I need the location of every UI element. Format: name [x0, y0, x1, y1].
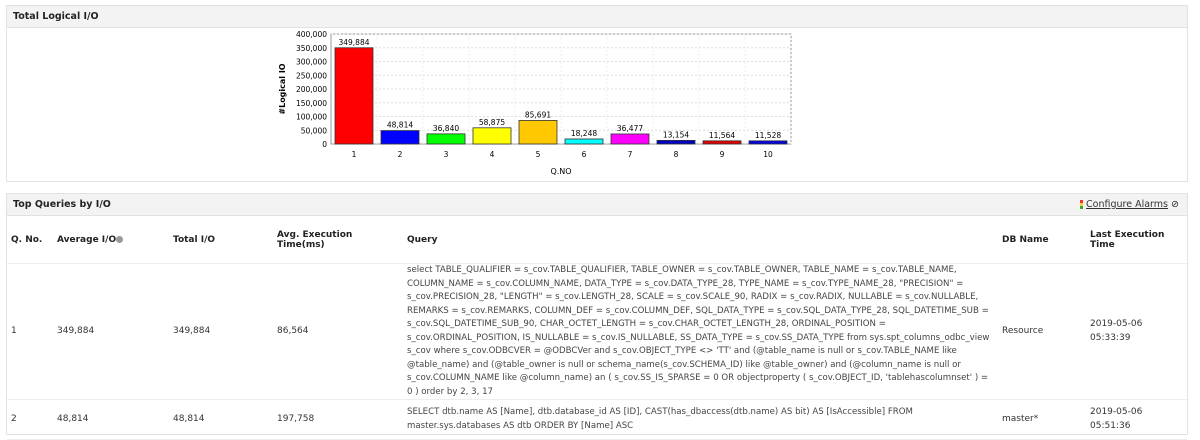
x-tick-label: 8 [674, 150, 679, 159]
panel-title: Top Queries by I/O Configure Alarms ⊘ [7, 194, 1187, 216]
bar [426, 133, 466, 145]
x-axis-label: Q.NO [550, 167, 571, 176]
info-icon[interactable] [116, 235, 124, 243]
table-row[interactable]: 2 48,814 48,814 197,758 SELECT dtb.name AS [… [7, 399, 1187, 440]
bar-chart: 0 50,000 100,000 150,000 200,000 250,000 300,0… [278, 30, 792, 176]
x-tick-label: 10 [763, 150, 773, 159]
col-avg-exec[interactable]: Avg. Execution Time(ms) [273, 216, 403, 264]
x-tick-label: 5 [536, 150, 541, 159]
col-query[interactable]: Query [403, 216, 998, 264]
table-row[interactable]: 1 349,884 349,884 86,564 select TABLE_QUALIF… [7, 263, 1187, 400]
data-label: 11,528 [755, 131, 781, 140]
x-tick-label: 6 [582, 150, 587, 159]
x-tick-label: 4 [490, 150, 495, 159]
traffic-light-icon [1080, 200, 1084, 209]
y-tick-label: 150,000 [296, 99, 327, 108]
col-total-io[interactable]: Total I/O [169, 216, 273, 264]
x-tick-label: 2 [398, 150, 403, 159]
query-cell: select TABLE_QUALIFIER = s_cov.TABLE_QUA… [403, 263, 998, 400]
queries-table: Q. No. Average I/O Total I/O Avg. Execut… [7, 216, 1187, 440]
data-label: 36,477 [617, 124, 643, 133]
data-label: 48,814 [387, 121, 413, 130]
x-tick-label: 1 [352, 150, 357, 159]
bar [472, 127, 512, 145]
y-tick-label: 300,000 [296, 58, 327, 67]
data-label: 18,248 [571, 129, 597, 138]
query-cell: SELECT dtb.name AS [Name], dtb.database_… [403, 399, 998, 440]
avg-exec-cell: 197,758 [273, 399, 403, 440]
avg-io-cell: 48,814 [53, 399, 169, 440]
y-tick-label: 350,000 [296, 44, 327, 53]
y-tick-label: 50,000 [301, 126, 327, 135]
panel-title-text: Top Queries by I/O [13, 199, 111, 210]
total-logical-io-panel: Total Logical I/O 0 50,000 100,000 150,000 2… [6, 5, 1188, 182]
data-label: 58,875 [479, 118, 505, 127]
y-tick-label: 400,000 [296, 30, 327, 39]
col-qno[interactable]: Q. No. [7, 216, 53, 264]
db-name-cell: Resource [998, 263, 1086, 400]
configure-alarms-link[interactable]: Configure Alarms [1086, 199, 1168, 210]
disable-icon[interactable]: ⊘ [1171, 199, 1179, 210]
y-tick-label: 100,000 [296, 113, 327, 122]
col-last-exec[interactable]: Last Execution Time [1086, 216, 1187, 264]
configure-alarms[interactable]: Configure Alarms ⊘ [1080, 194, 1179, 215]
last-exec-cell: 2019-05-06 05:51:36 [1086, 399, 1187, 440]
total-io-cell: 349,884 [169, 263, 273, 400]
bar [702, 140, 742, 145]
bar [748, 140, 788, 145]
db-name-cell: master* [998, 399, 1086, 440]
y-axis-label: #Logical IO [278, 63, 287, 114]
col-avg-io-label: Average I/O [57, 234, 117, 245]
bar [380, 130, 420, 145]
y-tick-label: 0 [322, 140, 327, 149]
y-tick-label: 200,000 [296, 85, 327, 94]
last-exec-cell: 2019-05-06 05:33:39 [1086, 263, 1187, 400]
col-avg-io[interactable]: Average I/O [53, 216, 169, 264]
data-label: 11,564 [709, 131, 735, 140]
bar [334, 47, 374, 145]
bar [610, 133, 650, 145]
total-io-cell: 48,814 [169, 399, 273, 440]
table-header: Q. No. Average I/O Total I/O Avg. Execut… [7, 216, 1187, 264]
data-label: 349,884 [338, 38, 369, 47]
panel-title: Total Logical I/O [7, 6, 1187, 28]
col-db-name[interactable]: DB Name [998, 216, 1086, 264]
x-tick-label: 3 [444, 150, 449, 159]
y-tick-label: 250,000 [296, 71, 327, 80]
top-queries-panel: Top Queries by I/O Configure Alarms ⊘ Q.… [6, 193, 1188, 440]
avg-exec-cell: 86,564 [273, 263, 403, 400]
data-label: 36,840 [433, 124, 459, 133]
bar [656, 139, 696, 145]
q-no-cell: 2 [7, 399, 53, 440]
bar [564, 138, 604, 145]
data-label: 13,154 [663, 130, 689, 139]
data-label: 85,691 [525, 110, 551, 119]
x-tick-label: 9 [720, 150, 725, 159]
q-no-cell: 1 [7, 263, 53, 400]
bar [518, 120, 558, 145]
avg-io-cell: 349,884 [53, 263, 169, 400]
x-tick-label: 7 [628, 150, 633, 159]
